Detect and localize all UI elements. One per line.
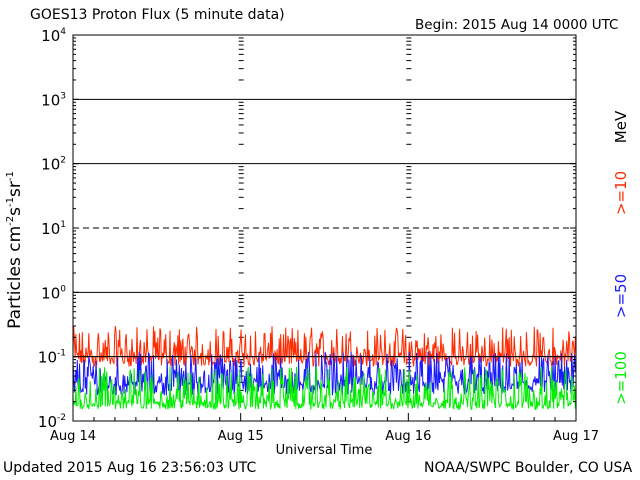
y-tick-label: 100 bbox=[41, 284, 66, 302]
series-line-3 bbox=[72, 366, 577, 411]
y-axis-label: Particles cm-2s-1sr-1 bbox=[5, 171, 25, 329]
y-tick-label: 10-1 bbox=[38, 349, 66, 367]
legend-entry-3: >=100 bbox=[612, 351, 630, 405]
x-tick-label: Aug 17 bbox=[553, 429, 599, 444]
y-tick-label: 10-2 bbox=[38, 413, 66, 431]
x-tick-label: Aug 16 bbox=[385, 429, 431, 444]
legend-unit: MeV bbox=[612, 110, 630, 143]
y-tick-label: 104 bbox=[41, 27, 66, 45]
series-line-1 bbox=[72, 326, 577, 368]
begin-time-label: Begin: 2015 Aug 14 0000 UTC bbox=[415, 17, 619, 33]
y-tick-label: 103 bbox=[41, 91, 66, 109]
y-tick-label: 101 bbox=[41, 220, 66, 238]
updated-timestamp: Updated 2015 Aug 16 23:56:03 UTC bbox=[3, 460, 257, 476]
chart-title: GOES13 Proton Flux (5 minute data) bbox=[30, 7, 285, 23]
y-tick-label: 102 bbox=[41, 156, 66, 174]
x-tick-label: Aug 15 bbox=[218, 429, 264, 444]
x-axis-label: Universal Time bbox=[276, 443, 373, 458]
legend-entry-2: >=50 bbox=[612, 274, 630, 318]
legend-entry-1: >=10 bbox=[612, 171, 630, 215]
x-tick-label: Aug 14 bbox=[50, 429, 96, 444]
credit-label: NOAA/SWPC Boulder, CO USA bbox=[424, 460, 633, 476]
